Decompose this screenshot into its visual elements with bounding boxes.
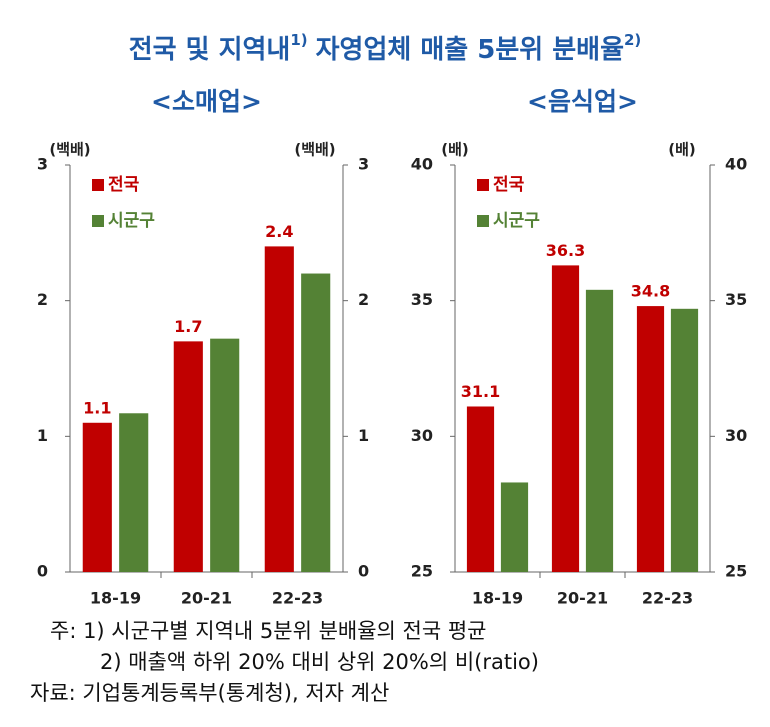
y-tick-label: 3 bbox=[37, 155, 48, 174]
legend-label: 시군구 bbox=[493, 211, 540, 231]
legend-label: 전국 bbox=[108, 175, 140, 195]
bar bbox=[119, 413, 149, 572]
data-label: 2.4 bbox=[265, 222, 293, 241]
bar bbox=[585, 289, 614, 572]
legend-swatch bbox=[477, 215, 489, 227]
source: 자료: 기업통계등록부(통계청), 저자 계산 bbox=[30, 681, 389, 705]
y2-tick-label: 2 bbox=[358, 290, 369, 309]
chart-title: 전국 및 지역내1) 자영업체 매출 5분위 분배율2) bbox=[129, 31, 642, 65]
legend-swatch bbox=[92, 179, 104, 191]
y2-tick-label: 0 bbox=[358, 562, 369, 581]
title-sup: 2) bbox=[624, 31, 641, 49]
bar bbox=[466, 406, 495, 572]
x-tick-label: 20-21 bbox=[181, 589, 232, 608]
bar bbox=[210, 338, 240, 572]
y2-axis-unit: (배) bbox=[668, 141, 696, 159]
subtitle: <음식업> bbox=[527, 87, 638, 116]
note: 2) 매출액 하위 20% 대비 상위 20%의 비(ratio) bbox=[100, 650, 539, 674]
y-tick-label: 30 bbox=[411, 426, 433, 445]
bar bbox=[551, 265, 580, 572]
bar bbox=[173, 341, 203, 572]
y2-tick-label: 3 bbox=[358, 155, 369, 174]
data-label: 31.1 bbox=[461, 382, 500, 401]
note: 주: 1) 시군구별 지역내 5분위 분배율의 전국 평균 bbox=[50, 619, 486, 643]
y2-tick-label: 30 bbox=[725, 426, 747, 445]
data-label: 1.1 bbox=[83, 398, 111, 417]
y2-tick-label: 40 bbox=[725, 155, 747, 174]
y-axis-unit: (배) bbox=[441, 141, 469, 159]
y-axis-unit: (백배) bbox=[49, 141, 90, 159]
y-tick-label: 0 bbox=[37, 562, 48, 581]
bar bbox=[264, 246, 294, 572]
data-label: 34.8 bbox=[631, 282, 670, 301]
y2-tick-label: 1 bbox=[358, 426, 369, 445]
y-tick-label: 25 bbox=[411, 562, 433, 581]
x-tick-label: 18-19 bbox=[90, 589, 141, 608]
bar bbox=[670, 308, 699, 572]
x-tick-label: 22-23 bbox=[642, 589, 693, 608]
legend-label: 전국 bbox=[493, 175, 525, 195]
data-label: 1.7 bbox=[174, 317, 202, 336]
title-part: 전국 및 지역내 bbox=[129, 35, 291, 65]
subtitle: <소매업> bbox=[151, 87, 262, 116]
title-part: 자영업체 매출 5분위 분배율 bbox=[316, 35, 624, 65]
x-tick-label: 20-21 bbox=[557, 589, 608, 608]
y2-axis-unit: (백배) bbox=[294, 141, 335, 159]
bar bbox=[636, 306, 665, 572]
data-label: 36.3 bbox=[546, 241, 585, 260]
legend-swatch bbox=[92, 215, 104, 227]
bar bbox=[301, 273, 331, 572]
y-tick-label: 1 bbox=[37, 426, 48, 445]
bar bbox=[500, 482, 529, 572]
y2-tick-label: 35 bbox=[725, 290, 747, 309]
legend-label: 시군구 bbox=[108, 211, 155, 231]
y-tick-label: 35 bbox=[411, 290, 433, 309]
bar bbox=[82, 422, 112, 572]
y-tick-label: 40 bbox=[411, 155, 433, 174]
x-tick-label: 22-23 bbox=[272, 589, 323, 608]
legend-swatch bbox=[477, 179, 489, 191]
y2-tick-label: 25 bbox=[725, 562, 747, 581]
title-sup: 1) bbox=[290, 31, 307, 49]
x-tick-label: 18-19 bbox=[472, 589, 523, 608]
y-tick-label: 2 bbox=[37, 290, 48, 309]
